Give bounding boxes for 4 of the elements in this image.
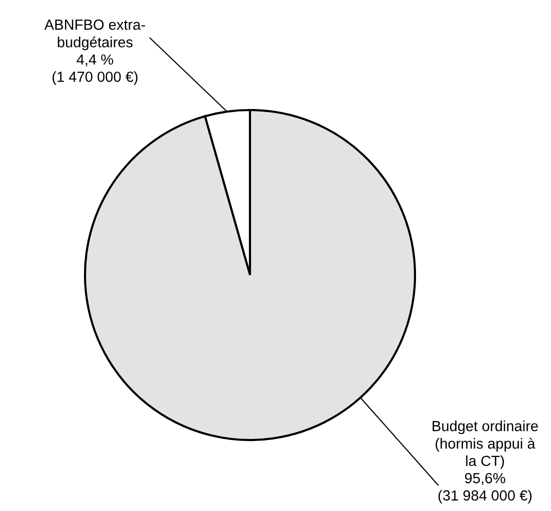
slice-label: Budget ordinaire (hormis appui à la CT)	[432, 420, 538, 469]
data-label: 4,4 % (1 470 000 €)	[52, 54, 138, 85]
data-label: 95,6% (31 984 000 €)	[438, 472, 532, 504]
slice-label: ABNFBO extra- budgétaires	[44, 20, 145, 50]
